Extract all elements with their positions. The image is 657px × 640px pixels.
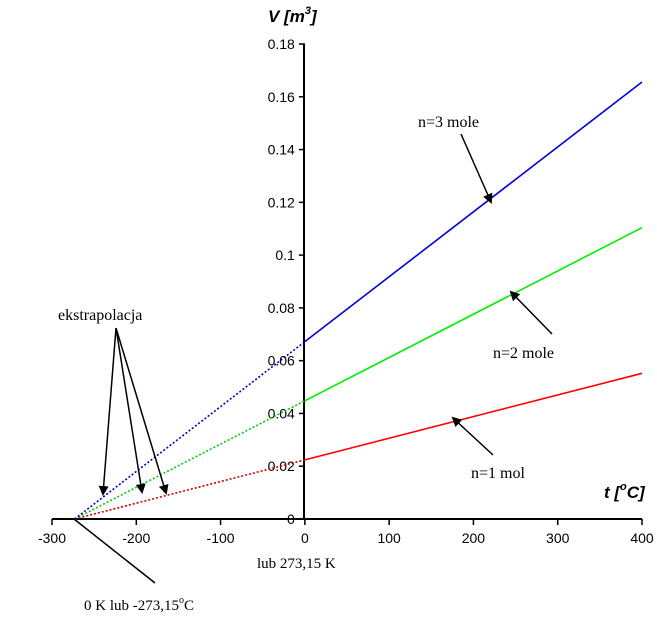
y-tick-label: 0.12	[268, 194, 295, 210]
y-ticks: 00.020.040.060.080.10.120.140.160.18	[268, 36, 305, 527]
arrow-extrap-red	[115, 327, 169, 495]
arrow-n3	[460, 133, 493, 204]
x-tick-label: -300	[38, 530, 66, 546]
extrapolation-line-3	[74, 341, 306, 520]
label-n2: n=2 mole	[493, 345, 554, 362]
x-tick-label: 300	[546, 530, 570, 546]
x-axis-title: t [oC]	[604, 481, 646, 502]
series-line-2	[304, 226, 643, 402]
series-line-1	[304, 372, 643, 461]
y-tick-label: 0.14	[268, 142, 295, 158]
x-tick-label: 0	[301, 530, 309, 546]
label-lub-273: lub 273,15 K	[257, 556, 336, 572]
y-tick-label: 0.18	[268, 36, 295, 52]
x-tick-label: 400	[630, 530, 654, 546]
y-tick-label: 0.16	[268, 89, 295, 105]
extrapolation-line-2	[74, 400, 306, 520]
y-tick-label: 0.08	[268, 300, 295, 316]
label-n3: n=3 mole	[418, 114, 479, 131]
label-zero-kelvin: 0 K lub -273,15oC	[84, 595, 194, 614]
series-lines	[74, 81, 643, 520]
arrow-extrap-green	[115, 327, 146, 494]
arrow-extrap-blue	[98, 327, 117, 496]
arrow-n2	[509, 290, 553, 335]
y-tick-label: 0.1	[275, 247, 295, 263]
label-extrapolation: ekstrapolacja	[58, 307, 142, 324]
arrow-n1	[451, 416, 494, 456]
x-tick-label: 100	[377, 530, 401, 546]
x-tick-label: 200	[462, 530, 486, 546]
label-n1: n=1 mol	[471, 465, 525, 482]
y-axis-title: V [m3]	[268, 5, 318, 26]
y-tick-label: 0	[287, 511, 295, 527]
x-ticks: -300 -200 -100 0 100 200 300 400	[38, 519, 654, 546]
zero-point-pointer	[73, 518, 156, 584]
series-line-3	[304, 81, 643, 343]
x-tick-label: -100	[207, 530, 235, 546]
x-tick-label: -200	[122, 530, 150, 546]
